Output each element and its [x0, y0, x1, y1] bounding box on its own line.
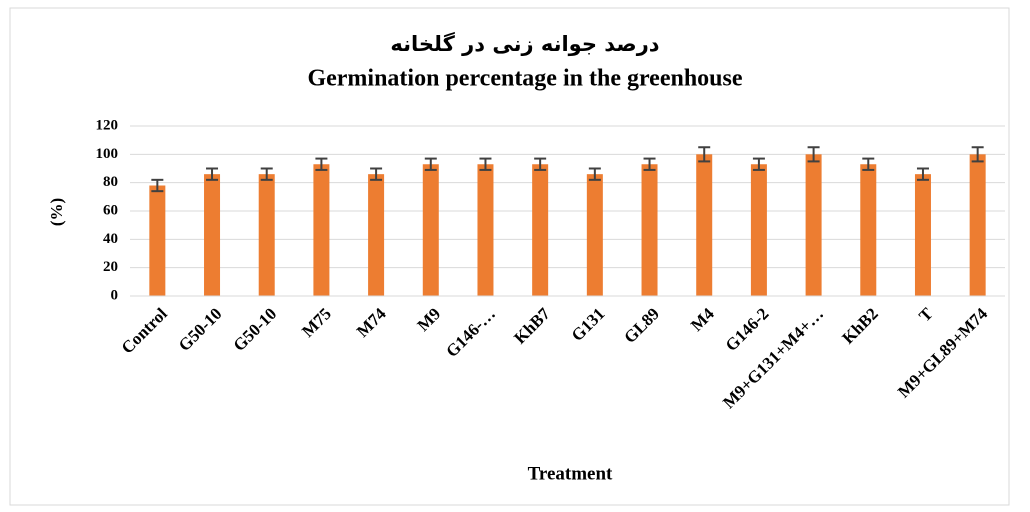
y-tick-label: 0 [111, 287, 119, 303]
y-tick-label: 120 [96, 117, 119, 133]
bar [532, 164, 549, 296]
x-axis-label: Treatment [528, 463, 613, 484]
error-bar [260, 167, 273, 181]
error-bar [588, 167, 601, 181]
bar [586, 174, 603, 296]
bar [969, 154, 986, 296]
error-bar [643, 157, 656, 171]
bar [313, 164, 330, 296]
bar [750, 164, 767, 296]
error-bar [752, 157, 765, 171]
bar [368, 174, 385, 296]
bar [204, 174, 221, 296]
bar [860, 164, 877, 296]
error-bar [479, 157, 492, 171]
bar [641, 164, 658, 296]
y-axis-label: (%) [47, 198, 66, 226]
chart-subtitle: Germination percentage in the greenhouse [307, 66, 742, 92]
error-bar [971, 146, 984, 163]
error-bar [206, 167, 219, 181]
error-bar [698, 146, 711, 163]
error-bar [424, 157, 437, 171]
bar [422, 164, 439, 296]
chart-title: درصد جوانه زنی در گلخانه [390, 31, 659, 56]
bar [805, 154, 822, 296]
error-bar [807, 146, 820, 163]
error-bar [916, 167, 929, 181]
y-tick-label: 40 [103, 231, 118, 247]
y-tick-label: 20 [103, 259, 118, 275]
error-bar [534, 157, 547, 171]
bar [258, 174, 275, 296]
bar [149, 185, 166, 296]
error-bar [315, 157, 328, 171]
error-bar [370, 167, 383, 181]
y-tick-label: 60 [103, 202, 118, 218]
chart-border [9, 7, 1010, 506]
error-bar [862, 157, 875, 171]
bar [914, 174, 931, 296]
bar [696, 154, 713, 296]
y-tick-label: 100 [96, 146, 119, 162]
bar [477, 164, 494, 296]
y-tick-label: 80 [103, 174, 118, 190]
error-bar [151, 178, 164, 193]
